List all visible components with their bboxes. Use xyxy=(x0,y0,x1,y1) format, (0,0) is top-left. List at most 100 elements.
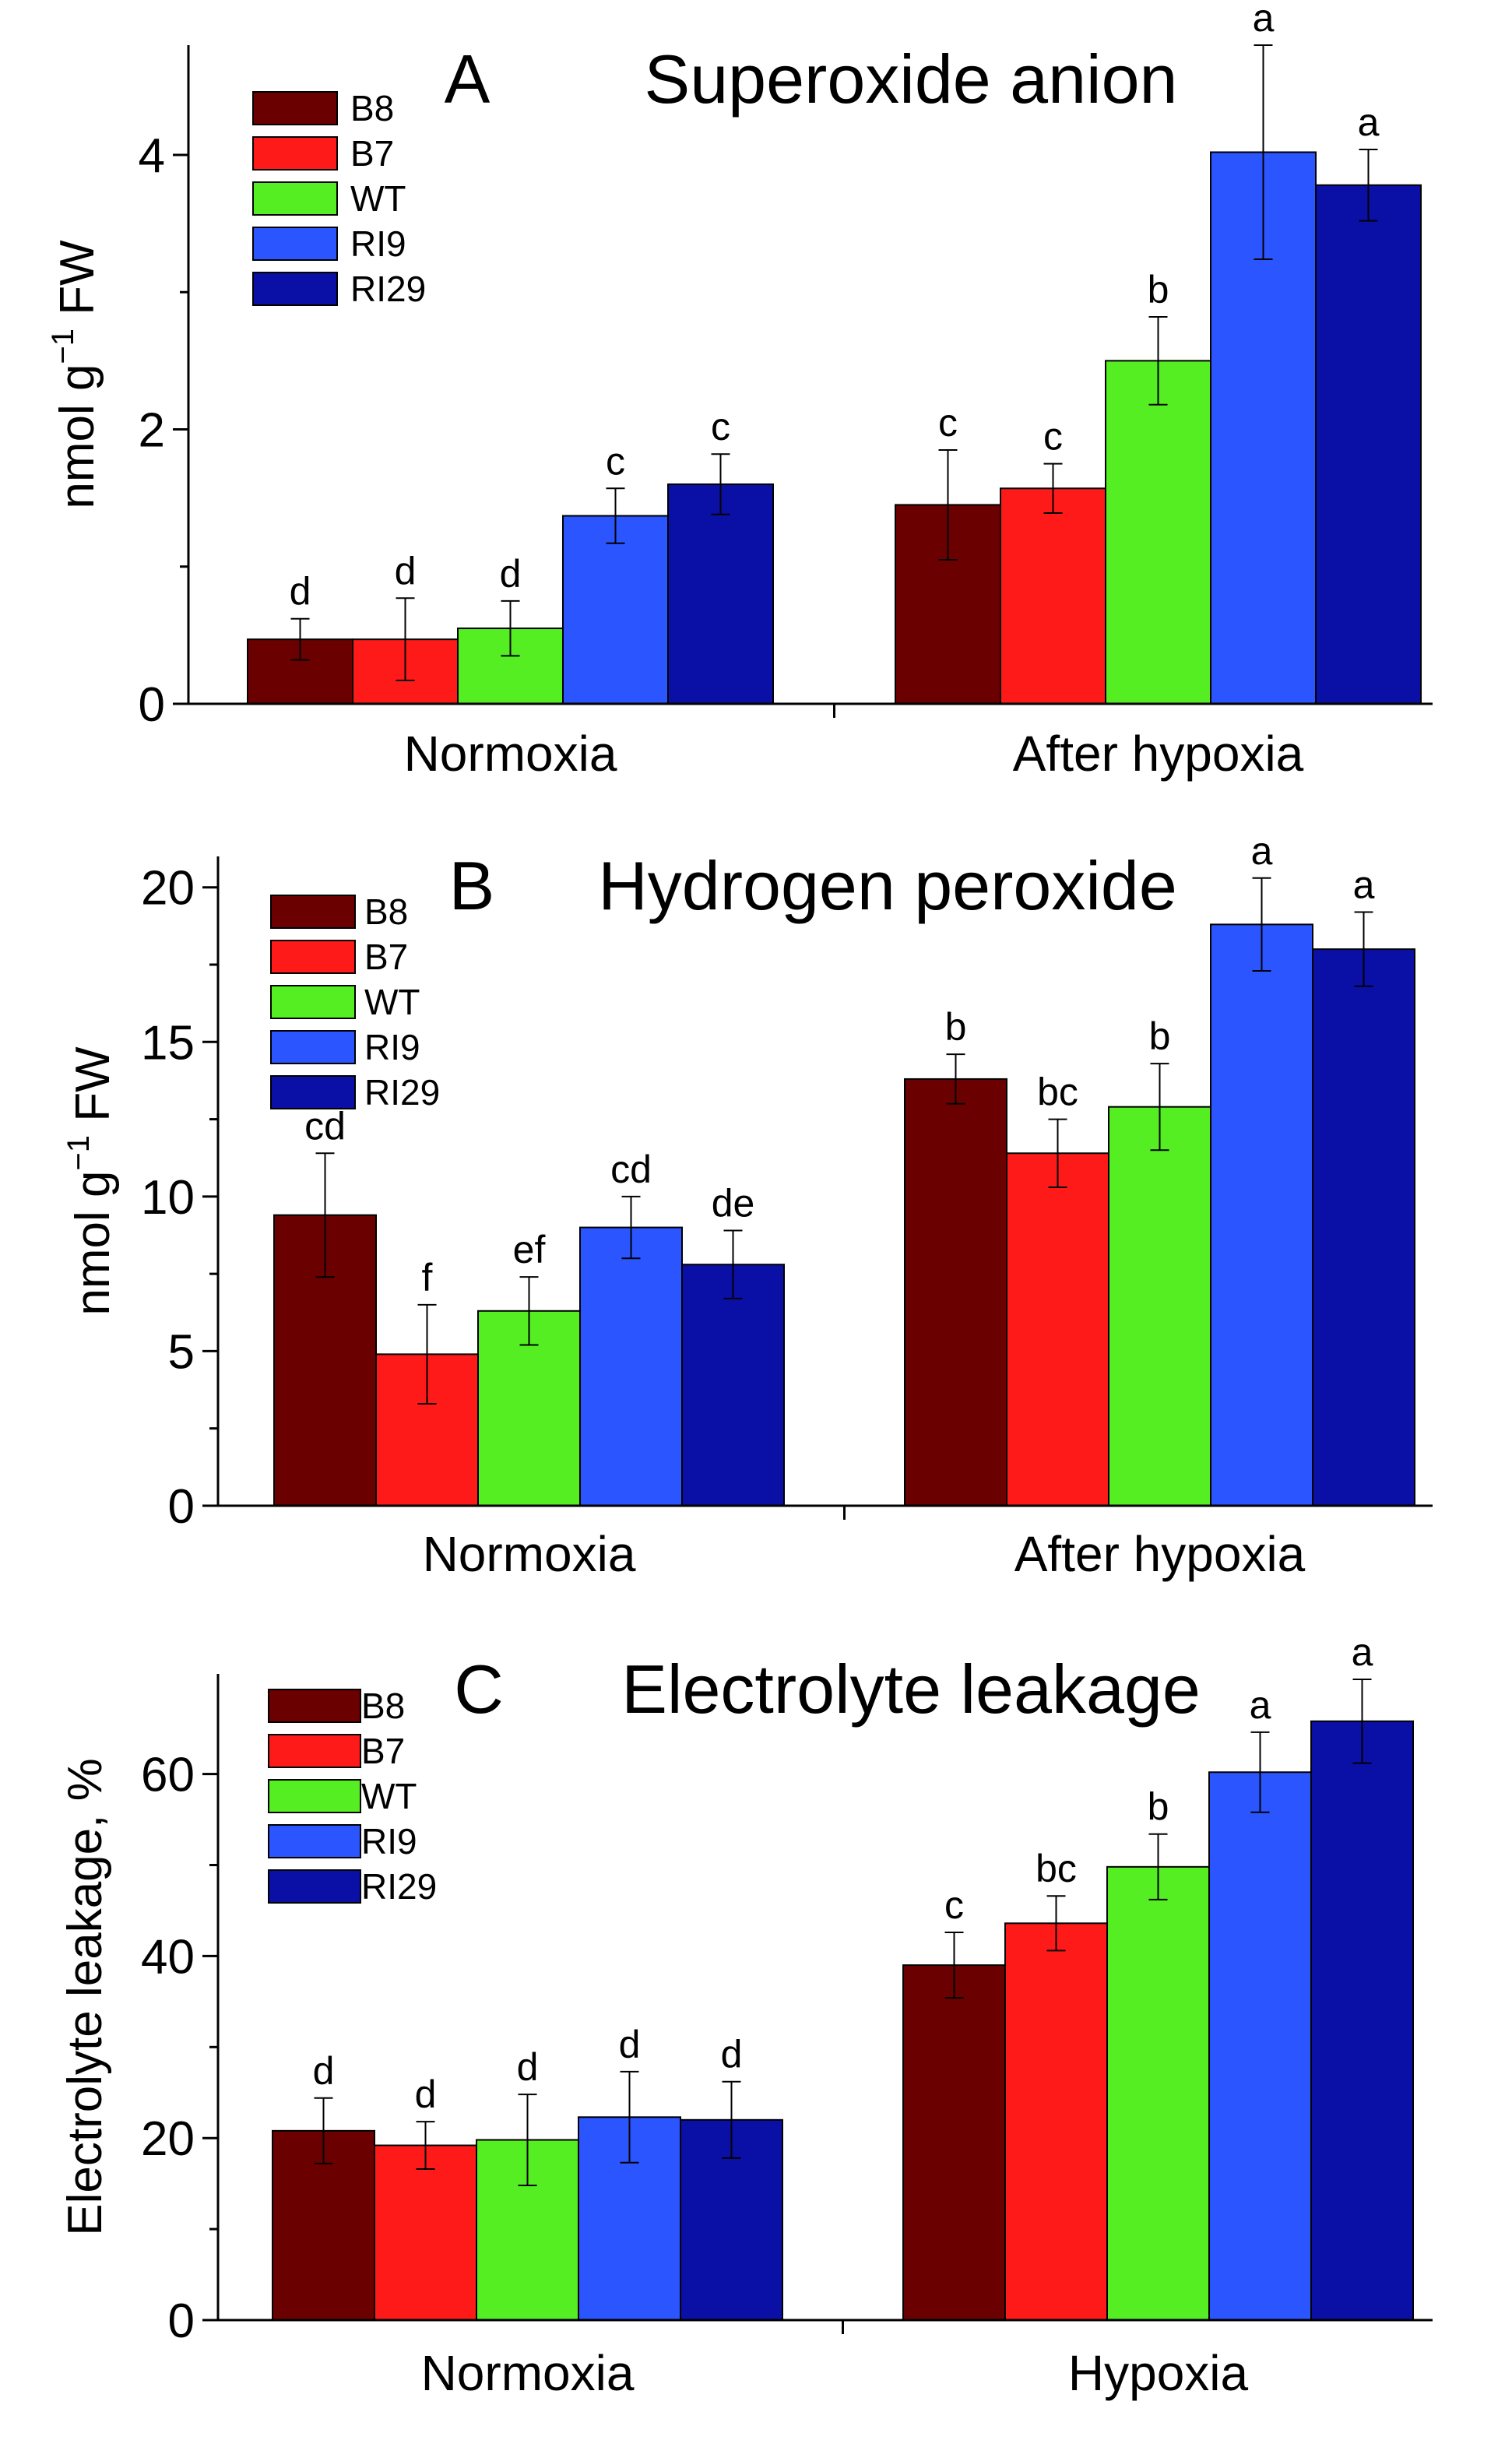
legend-swatch-b8 xyxy=(252,91,338,125)
significance-label: a xyxy=(1251,829,1273,873)
significance-label: b xyxy=(1148,1785,1169,1829)
x-category-label: After hypoxia xyxy=(1014,1526,1306,1582)
legend-label-b7: B7 xyxy=(350,133,394,174)
bar-ri29 xyxy=(1312,948,1415,1507)
legend-swatch-b7 xyxy=(268,1734,361,1768)
y-tick-label: 40 xyxy=(141,1930,195,1984)
legend-label-wt: WT xyxy=(361,1776,417,1816)
significance-label: cd xyxy=(610,1148,652,1191)
significance-label: cd xyxy=(304,1104,346,1148)
significance-label: b xyxy=(1149,1014,1171,1058)
bar-wt xyxy=(1108,1106,1211,1507)
significance-label: d xyxy=(290,570,311,614)
y-tick-label: 20 xyxy=(141,2112,195,2166)
legend-label-b7: B7 xyxy=(361,1731,405,1771)
significance-label: c xyxy=(711,405,730,448)
legend-label-ri9: RI9 xyxy=(364,1027,420,1067)
bar-ri29 xyxy=(681,1264,785,1507)
y-tick-label: 4 xyxy=(139,129,165,183)
significance-label: bc xyxy=(1037,1071,1078,1114)
significance-label: d xyxy=(395,549,417,592)
bar-b7 xyxy=(1004,1922,1108,2321)
significance-label: d xyxy=(313,2049,335,2093)
panel-title: Electrolyte leakage xyxy=(621,1651,1201,1728)
legend-label-wt: WT xyxy=(364,982,420,1022)
significance-label: d xyxy=(721,2033,743,2076)
legend-label-ri9: RI9 xyxy=(361,1821,417,1862)
y-axis-label: Electrolyte leakage, % xyxy=(58,1758,112,2235)
significance-label: d xyxy=(517,2045,539,2089)
y-axis-label-main: nmol g xyxy=(66,1171,120,1316)
significance-label: a xyxy=(1358,100,1380,144)
bar-b7 xyxy=(1006,1152,1109,1507)
y-tick-label: 60 xyxy=(141,1749,195,1802)
significance-label: a xyxy=(1352,1630,1373,1674)
significance-label: de xyxy=(712,1182,755,1225)
significance-label: a xyxy=(1250,1683,1271,1727)
significance-label: a xyxy=(1353,863,1375,906)
chart-panel-b: cd b f bc ef b cd a de a 0 5 10 15 20 Normoxia After hyp… xyxy=(62,829,1433,1582)
significance-label: f xyxy=(422,1256,433,1299)
legend-label-ri29: RI29 xyxy=(364,1072,440,1113)
significance-label: bc xyxy=(1036,1847,1077,1890)
panel-letter: A xyxy=(445,40,491,118)
legend-swatch-wt xyxy=(270,985,356,1019)
chart-panel-a: d c d c d b c a c a 0 2 4 Normoxia After hypoxia nmol g… xyxy=(46,0,1433,782)
x-category-label: Normoxia xyxy=(421,2345,635,2401)
significance-label: d xyxy=(619,2023,641,2066)
y-axis-label-superscript: −1 xyxy=(46,329,80,364)
panel-title: Superoxide anion xyxy=(645,40,1178,118)
bar-b8 xyxy=(902,1964,1006,2321)
y-tick-label: 15 xyxy=(141,1016,195,1070)
bar-ri29 xyxy=(667,483,774,705)
y-axis-label: nmol g−1 FW xyxy=(46,240,104,509)
legend-swatch-ri9 xyxy=(270,1030,356,1064)
legend-swatch-ri29 xyxy=(252,272,338,306)
legend-label-b8: B8 xyxy=(364,891,408,932)
legend-label-wt: WT xyxy=(350,178,406,219)
bar-ri9 xyxy=(579,1226,683,1507)
bar-ri9 xyxy=(1210,923,1313,1507)
y-axis-label-unit: FW xyxy=(51,240,104,329)
x-category-label: After hypoxia xyxy=(1013,726,1304,782)
significance-label: d xyxy=(500,552,522,596)
legend-swatch-b8 xyxy=(268,1689,361,1723)
legend-label-b8: B8 xyxy=(350,88,394,128)
y-axis-label-main: nmol g xyxy=(51,364,104,509)
legend-swatch-ri29 xyxy=(268,1869,361,1904)
significance-label: ef xyxy=(513,1228,546,1271)
y-tick-label: 10 xyxy=(141,1171,195,1225)
legend-label-ri9: RI9 xyxy=(350,223,406,264)
y-tick-label: 0 xyxy=(168,1480,195,1534)
legend-swatch-ri9 xyxy=(268,1824,361,1858)
y-tick-label: 0 xyxy=(139,678,165,732)
bar-b7 xyxy=(374,2144,477,2322)
y-axis-label-unit: FW xyxy=(66,1046,120,1135)
legend-swatch-b7 xyxy=(252,136,338,171)
legend-label-ri29: RI29 xyxy=(361,1866,437,1907)
legend-swatch-ri9 xyxy=(252,227,338,261)
bar-ri9 xyxy=(1208,1771,1312,2321)
y-tick-label: 2 xyxy=(139,404,165,458)
legend-swatch-b7 xyxy=(270,940,356,974)
significance-label: d xyxy=(415,2073,437,2116)
x-category-label: Normoxia xyxy=(423,1526,636,1582)
legend-swatch-wt xyxy=(252,181,338,216)
bar-b8 xyxy=(904,1078,1007,1507)
significance-label: a xyxy=(1253,0,1275,40)
panel-letter: C xyxy=(454,1651,504,1728)
significance-label: c xyxy=(606,439,625,483)
x-category-label: Hypoxia xyxy=(1068,2345,1249,2401)
significance-label: b xyxy=(945,1005,967,1049)
significance-label: c xyxy=(938,401,958,445)
significance-label: c xyxy=(944,1883,964,1927)
legend-label-b8: B8 xyxy=(361,1686,405,1726)
y-axis-label: nmol g−1 FW xyxy=(62,1046,120,1316)
significance-label: c xyxy=(1043,415,1063,459)
y-axis-label-superscript: −1 xyxy=(62,1135,96,1171)
legend-label-ri29: RI29 xyxy=(350,269,426,309)
